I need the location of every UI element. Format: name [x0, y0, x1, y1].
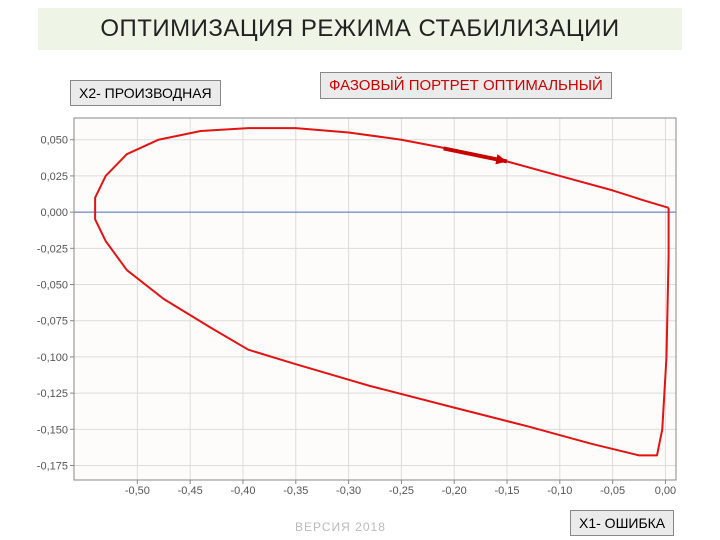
y-axis-label-text: Х2- ПРОИЗВОДНАЯ: [79, 85, 212, 101]
svg-text:-0,175: -0,175: [37, 461, 68, 473]
svg-text:-0,05: -0,05: [600, 485, 625, 497]
svg-text:-0,125: -0,125: [37, 388, 68, 400]
svg-text:-0,15: -0,15: [494, 485, 519, 497]
svg-text:0,025: 0,025: [40, 171, 68, 183]
svg-text:-0,50: -0,50: [125, 485, 150, 497]
svg-text:-0,10: -0,10: [547, 485, 572, 497]
svg-text:-0,30: -0,30: [336, 485, 361, 497]
svg-text:-0,075: -0,075: [37, 316, 68, 328]
svg-text:-0,45: -0,45: [178, 485, 203, 497]
svg-text:-0,025: -0,025: [37, 243, 68, 255]
version-text: ВЕРСИЯ 2018: [295, 520, 386, 534]
svg-text:0,00: 0,00: [655, 485, 676, 497]
svg-text:-0,25: -0,25: [389, 485, 414, 497]
title-bar: ОПТИМИЗАЦИЯ РЕЖИМА СТАБИЛИЗАЦИИ: [38, 8, 682, 50]
phase-portrait-text: ФАЗОВЫЙ ПОРТРЕТ ОПТИМАЛЬНЫЙ: [329, 77, 603, 94]
phase-portrait-label: ФАЗОВЫЙ ПОРТРЕТ ОПТИМАЛЬНЫЙ: [320, 72, 612, 99]
x-axis-label-text: Х1- ОШИБКА: [579, 515, 665, 531]
y-axis-label: Х2- ПРОИЗВОДНАЯ: [70, 80, 221, 106]
svg-text:-0,20: -0,20: [442, 485, 467, 497]
svg-text:-0,150: -0,150: [37, 424, 68, 436]
svg-text:0,050: 0,050: [40, 135, 68, 147]
page-title: ОПТИМИЗАЦИЯ РЕЖИМА СТАБИЛИЗАЦИИ: [100, 15, 619, 43]
svg-text:-0,050: -0,050: [37, 280, 68, 292]
svg-text:-0,100: -0,100: [37, 352, 68, 364]
x-axis-label: Х1- ОШИБКА: [570, 510, 674, 536]
svg-text:-0,35: -0,35: [283, 485, 308, 497]
svg-text:0,000: 0,000: [40, 207, 68, 219]
phase-plot: -0,50 -0,45 -0,40 -0,35 -0,30 -0,25 -0,20 -0,15…: [20, 114, 680, 514]
svg-text:-0,40: -0,40: [230, 485, 255, 497]
phase-plot-svg: -0,50 -0,45 -0,40 -0,35 -0,30 -0,25 -0,20 -0,15…: [20, 114, 680, 514]
